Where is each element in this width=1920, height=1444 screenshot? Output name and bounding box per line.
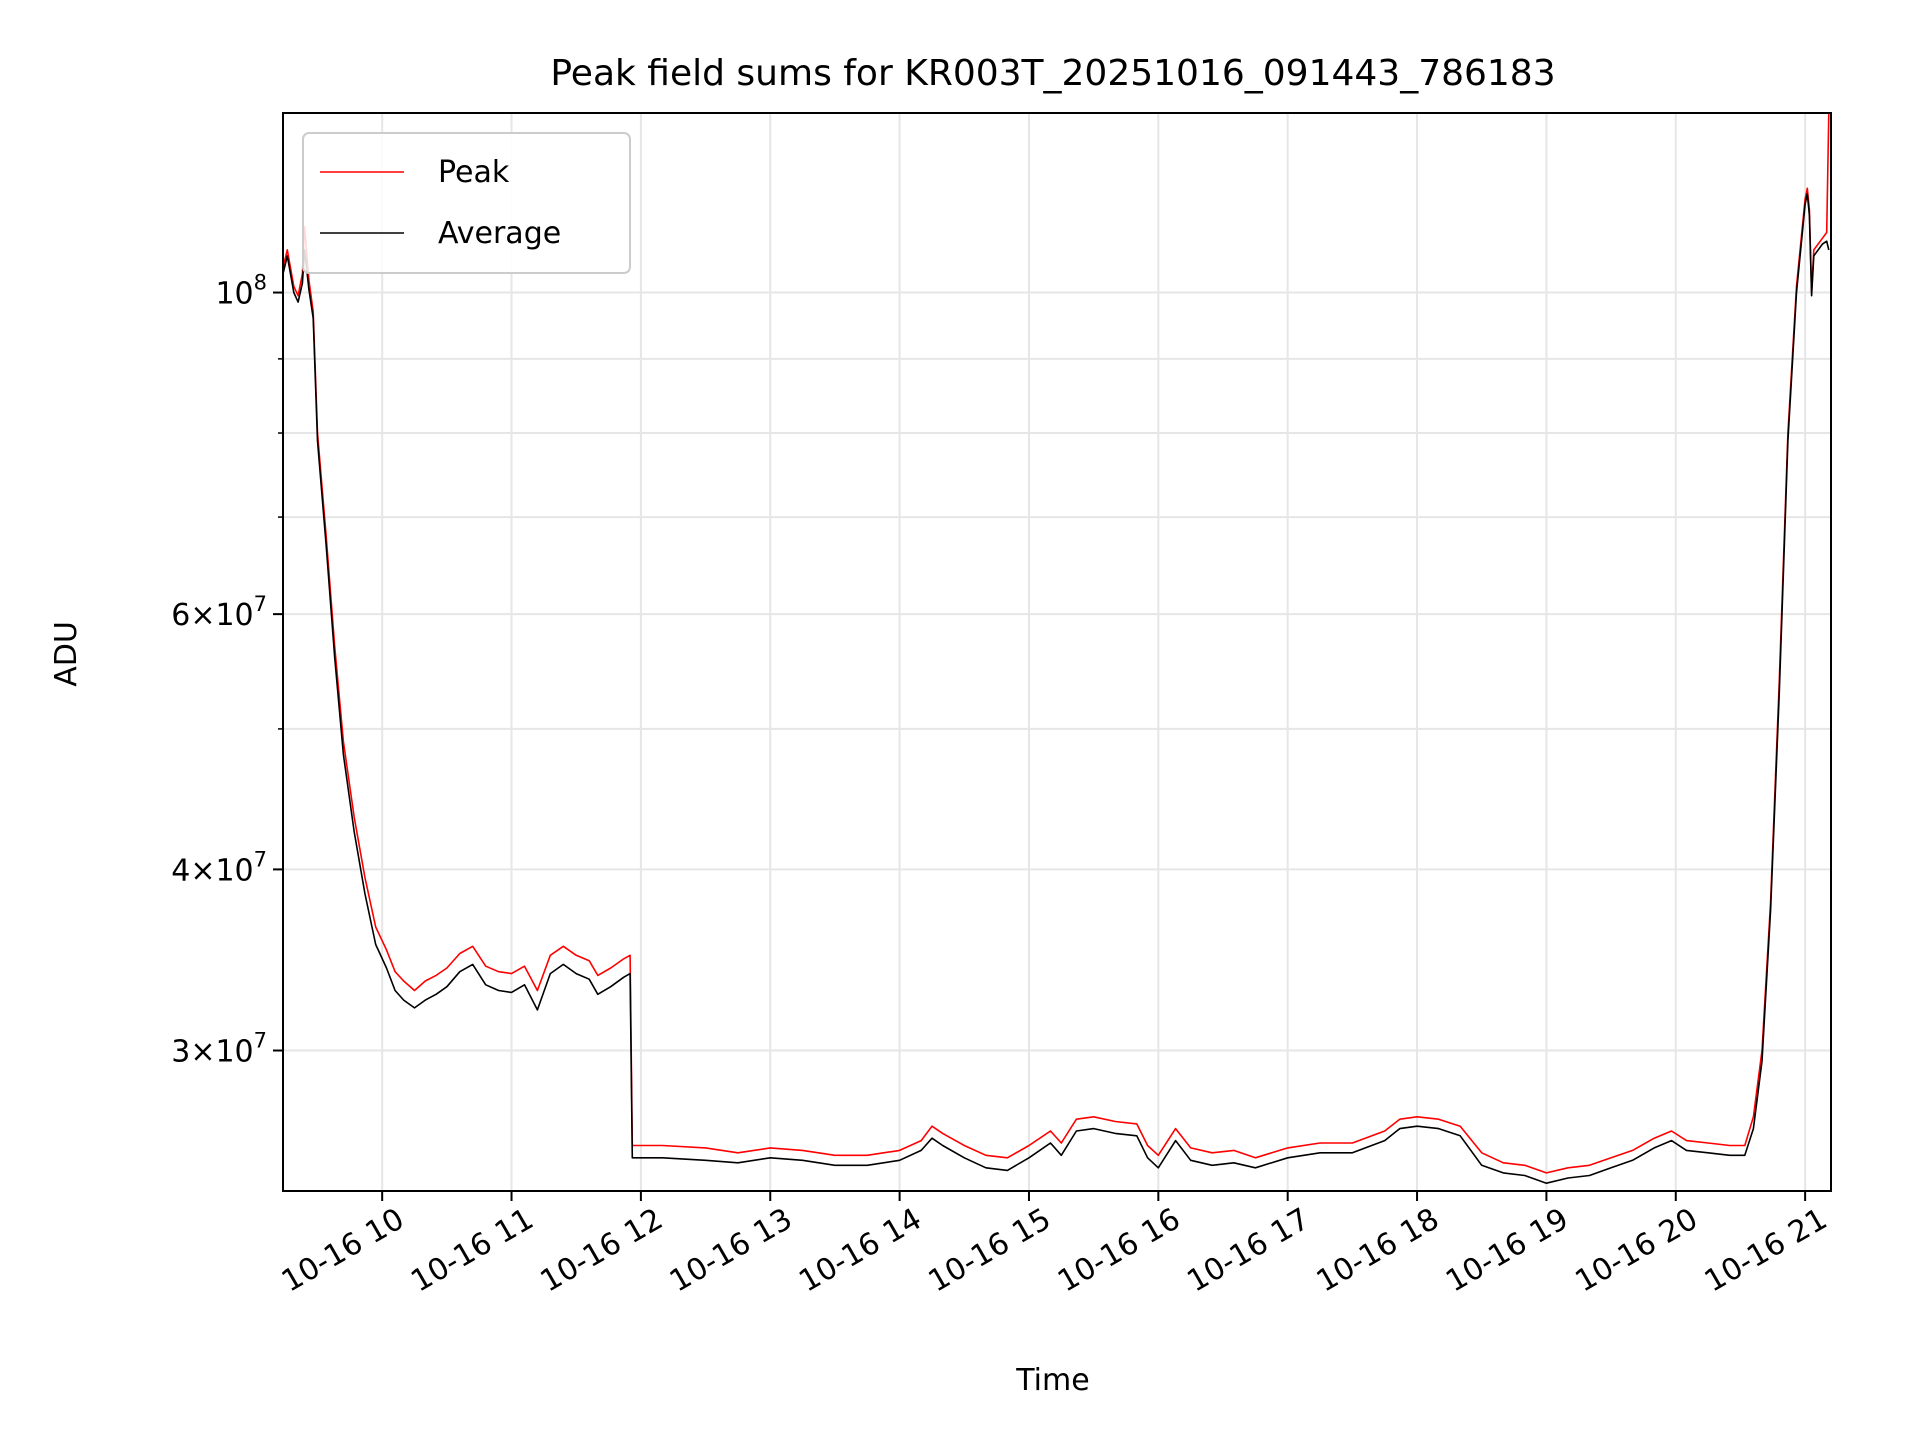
chart-title: Peak field sums for KR003T_20251016_0914… <box>550 53 1555 94</box>
y-axis-label: ADU <box>49 621 84 687</box>
series-line-peak <box>283 113 1830 1174</box>
y-tick-label: 4×107 <box>171 847 267 888</box>
legend-label-peak: Peak <box>438 155 510 190</box>
grid <box>283 113 1831 1191</box>
y-tick-label: 6×107 <box>171 592 267 633</box>
legend-label-average: Average <box>438 216 561 251</box>
plot-lines <box>283 113 1830 1184</box>
series-line-average <box>283 192 1830 1184</box>
axes-frame <box>282 112 1832 1192</box>
legend: Peak Average <box>302 132 631 274</box>
y-tick-label: 108 <box>215 271 267 312</box>
legend-box <box>302 132 631 274</box>
x-axis-label: Time <box>1015 1363 1089 1398</box>
y-tick-label: 3×107 <box>171 1029 267 1070</box>
